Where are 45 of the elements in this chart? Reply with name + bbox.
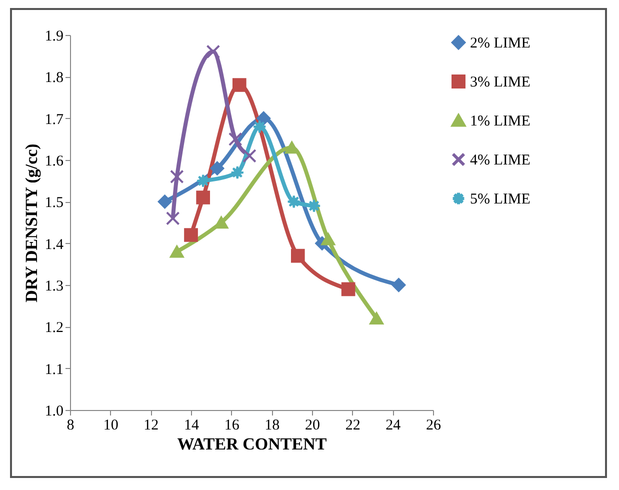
point xyxy=(228,132,242,146)
x-tick-label: 16 xyxy=(224,418,240,434)
point xyxy=(232,78,246,92)
legend-label: 2% LIME xyxy=(470,36,530,52)
point xyxy=(196,190,210,204)
y-tick-label: 1.3 xyxy=(44,278,64,294)
x-tick-label: 22 xyxy=(345,418,360,434)
point xyxy=(170,246,184,258)
y-tick-label: 1.0 xyxy=(44,404,64,420)
y-tick-label: 1.1 xyxy=(44,362,64,378)
point xyxy=(184,228,198,242)
legend-label: 4% LIME xyxy=(470,152,530,168)
point xyxy=(210,161,224,176)
x-tick-label: 8 xyxy=(66,418,74,434)
point xyxy=(242,148,256,163)
point xyxy=(256,111,271,126)
x-tick-label: 26 xyxy=(426,418,442,434)
point xyxy=(166,211,180,226)
y-tick-label: 1.9 xyxy=(44,28,64,44)
point xyxy=(158,194,172,209)
legend-label: 5% LIME xyxy=(470,192,530,208)
point xyxy=(214,216,228,229)
x-tick-label: 18 xyxy=(264,418,280,434)
y-tick-label: 1.2 xyxy=(44,320,64,336)
point xyxy=(321,233,336,246)
y-tick-label: 1.7 xyxy=(44,112,64,128)
point xyxy=(370,312,384,324)
y-axis-title: DRY DENSITY (g/cc) xyxy=(22,144,41,302)
x-tick-label: 10 xyxy=(103,418,118,434)
point xyxy=(392,278,406,292)
y-tick-label: 1.4 xyxy=(44,236,64,253)
point xyxy=(290,248,305,263)
x-axis-title: WATER CONTENT xyxy=(177,434,328,454)
point xyxy=(341,282,356,296)
y-tick-label: 1.8 xyxy=(44,70,64,86)
legend-label: 3% LIME xyxy=(470,74,530,90)
point xyxy=(206,44,220,59)
x-tick-label: 12 xyxy=(144,418,159,434)
x-tick-label: 14 xyxy=(184,418,200,434)
x-tick-label: 24 xyxy=(386,418,402,434)
legend-label: 1% LIME xyxy=(470,114,530,130)
y-tick-label: 1.6 xyxy=(44,154,64,170)
y-tick-label: 1.5 xyxy=(44,195,64,212)
point xyxy=(170,170,184,184)
x-tick-label: 20 xyxy=(305,418,320,434)
